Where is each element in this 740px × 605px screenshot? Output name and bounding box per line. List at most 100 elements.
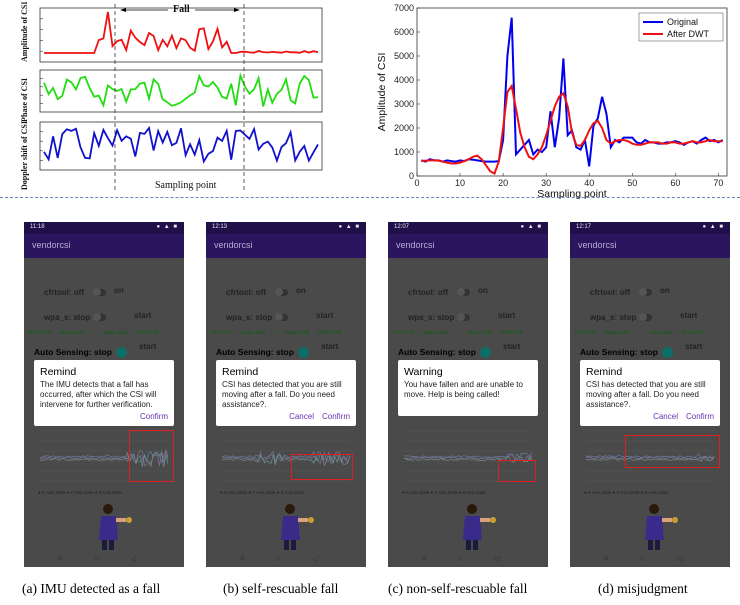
alert-dialog: Remind CSI has detected that you are sti…	[216, 360, 356, 426]
cfrtool-on-button[interactable]: on	[478, 286, 488, 295]
confirm-button[interactable]: Confirm	[321, 412, 350, 421]
x-tick-label: 40	[584, 178, 594, 188]
x-tick-label: 10	[455, 178, 465, 188]
auto-start-button[interactable]: start	[321, 342, 339, 351]
cfrtool-on-button[interactable]: on	[660, 286, 670, 295]
cfrtool-on-button[interactable]: on	[114, 286, 124, 295]
auto-sensing-toggle[interactable]	[662, 347, 673, 358]
figure-caption: (d) misjudgment	[598, 581, 688, 596]
wpa-start-button[interactable]: start	[316, 311, 334, 320]
auto-sensing-toggle[interactable]	[116, 347, 127, 358]
cfrtool-toggle[interactable]	[639, 288, 652, 296]
fall-label: Fall	[173, 4, 190, 15]
wpa-label: wpa_s: stop	[44, 313, 91, 322]
dialog-title: Remind	[222, 366, 259, 378]
y-tick-label: 7000	[394, 3, 414, 13]
menu-icon[interactable]: ≡	[58, 554, 63, 563]
sensor-signal-line	[39, 450, 169, 464]
dialog-actions: Confirm	[40, 412, 168, 421]
dialog-message: CSI has detected that you are still movi…	[222, 380, 342, 409]
x-tick-label: 50	[627, 178, 637, 188]
home-icon[interactable]: ○	[458, 554, 463, 563]
phone-screen: 12:07 ● ▲ ■ vendorcsi cfrtool: off on wp…	[388, 222, 548, 567]
wpa-label: wpa_s: stop	[590, 313, 637, 322]
cfrtool-toggle[interactable]	[275, 288, 288, 296]
menu-icon[interactable]: ≡	[604, 554, 609, 563]
wpa-toggle[interactable]	[93, 313, 106, 321]
y-tick-label: 5000	[394, 51, 414, 61]
legend-box	[638, 12, 724, 42]
status-time: 12:17	[576, 224, 592, 230]
series-line-after-dwt	[421, 83, 723, 176]
back-icon[interactable]: ◁	[494, 554, 501, 563]
command-sequence: cfrtool on → wpas start → ... → wpas sto…	[210, 330, 341, 336]
cancel-button[interactable]: Cancel	[289, 412, 314, 421]
wpa-start-button[interactable]: start	[498, 311, 516, 320]
x-axis-label: Sampling point	[537, 188, 607, 200]
phone-screen: 11:18 ● ▲ ■ vendorcsi cfrtool: off on wp…	[24, 222, 184, 567]
dialog-title: Remind	[40, 366, 77, 378]
cfrtool-toggle[interactable]	[93, 288, 106, 296]
auto-start-button[interactable]: start	[685, 342, 703, 351]
wpa-label: wpa_s: stop	[226, 313, 273, 322]
x-tick-label: 70	[713, 178, 723, 188]
menu-icon[interactable]: ≡	[422, 554, 427, 563]
wpa-toggle[interactable]	[639, 313, 652, 321]
confirm-button[interactable]: Confirm	[139, 412, 168, 421]
home-icon[interactable]: ○	[276, 554, 281, 563]
y-tick-label: 3000	[394, 99, 414, 109]
csi-panel-frame	[39, 121, 323, 171]
dialog-title: Warning	[404, 366, 443, 378]
status-time: 12:07	[394, 224, 410, 230]
status-icons: ● ▲ ■	[520, 224, 542, 230]
sensor-signal-line	[221, 451, 351, 465]
sensor-signal-line	[585, 454, 715, 461]
wpa-start-button[interactable]: start	[134, 311, 152, 320]
csi-plots	[39, 4, 323, 190]
x-tick-label: 30	[541, 178, 551, 188]
phone-screen: 12:13 ● ▲ ■ vendorcsi cfrtool: off on wp…	[206, 222, 366, 567]
dialog-message: The IMU detects that a fall has occurred…	[40, 380, 157, 409]
sensor-signal-line	[39, 451, 169, 468]
nav-bar: ≡ ○ ◁	[24, 552, 184, 567]
home-icon[interactable]: ○	[640, 554, 645, 563]
wpa-toggle[interactable]	[457, 313, 470, 321]
dialog-actions: Cancel Confirm	[586, 412, 714, 421]
status-bar: 12:17 ● ▲ ■	[570, 222, 730, 234]
fall-arrowhead-right	[234, 8, 240, 12]
cfrtool-label: cfrtool: off	[44, 288, 84, 297]
cancel-button[interactable]: Cancel	[653, 412, 678, 421]
back-icon[interactable]: ◁	[312, 554, 319, 563]
x-tick-label: 60	[670, 178, 680, 188]
dialog-message: CSI has detected that you are still movi…	[586, 380, 706, 409]
nav-bar: ≡ ○ ◁	[206, 552, 366, 567]
wpa-toggle[interactable]	[275, 313, 288, 321]
auto-sensing-label: Auto Sensing: stop	[580, 347, 658, 357]
cfrtool-toggle[interactable]	[457, 288, 470, 296]
alert-dialog: Remind CSI has detected that you are sti…	[580, 360, 720, 426]
confirm-button[interactable]: Confirm	[685, 412, 714, 421]
app-title: vendorcsi	[578, 240, 617, 250]
sensor-legend: ● X Axis Data ● Y Axis Data ● Z Axis Dat…	[220, 490, 304, 495]
person-illustration	[463, 504, 496, 550]
sensor-legend: ● X Axis Data ● Y Axis Data ● Z Axis Dat…	[402, 490, 486, 495]
amplitude-chart: 0 10 20 30 40 50 60 70 0 1000 2000 3000 4000 5000 6000…	[365, 0, 740, 200]
dialog-message: You have fallen and are unable to move. …	[404, 380, 523, 399]
home-icon[interactable]: ○	[94, 554, 99, 563]
legend-entry: After DWT	[667, 29, 710, 39]
auto-sensing-toggle[interactable]	[480, 347, 491, 358]
amplitude-chart-svg: 0 10 20 30 40 50 60 70 0 1000 2000 3000 4000 5000 6000…	[376, 3, 728, 200]
sensor-signal-line	[403, 452, 533, 461]
menu-icon[interactable]: ≡	[240, 554, 245, 563]
back-icon[interactable]: ◁	[130, 554, 137, 563]
back-icon[interactable]: ◁	[676, 554, 683, 563]
auto-sensing-toggle[interactable]	[298, 347, 309, 358]
auto-start-button[interactable]: start	[139, 342, 157, 351]
csi-signal-line	[43, 72, 319, 109]
wpa-start-button[interactable]: start	[680, 311, 698, 320]
highlight-box	[291, 454, 353, 480]
alert-dialog: Warning You have fallen and are unable t…	[398, 360, 538, 416]
auto-start-button[interactable]: start	[503, 342, 521, 351]
status-time: 12:13	[212, 224, 228, 230]
cfrtool-on-button[interactable]: on	[296, 286, 306, 295]
